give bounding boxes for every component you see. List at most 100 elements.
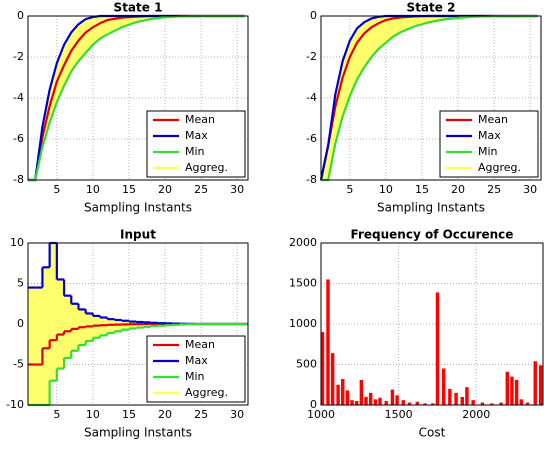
axes-frame — [320, 15, 542, 181]
x-tick-label: 10 — [86, 183, 100, 196]
x-axis-label: Sampling Instants — [84, 201, 192, 215]
bar — [505, 371, 510, 405]
y-tick-label: 1000 — [289, 317, 317, 330]
x-tick-label: 2000 — [462, 408, 490, 421]
bar — [431, 403, 435, 405]
bar — [448, 388, 452, 405]
x-tick-label: 10 — [86, 408, 100, 421]
legend-label: Aggreg. — [185, 386, 228, 399]
bar — [350, 400, 354, 405]
y-tick-label: 1500 — [289, 277, 317, 290]
bar — [407, 402, 412, 405]
y-tick-label: -2 — [13, 50, 24, 63]
x-tick-label: 5 — [53, 183, 60, 196]
bar — [480, 402, 485, 405]
x-tick-label: 20 — [158, 183, 172, 196]
y-tick-label: -6 — [13, 132, 24, 145]
x-tick-label: 15 — [122, 408, 136, 421]
x-tick-label: 5 — [53, 408, 60, 421]
series-line — [28, 14, 245, 182]
bar — [341, 379, 345, 405]
bar — [378, 397, 382, 405]
x-tick-label: 10 — [379, 183, 393, 196]
bar — [538, 365, 543, 405]
y-tick-label: -8 — [13, 173, 24, 186]
legend-label: Min — [185, 145, 205, 158]
bar — [390, 389, 395, 405]
bar — [364, 396, 368, 405]
x-axis-label: Sampling Instants — [377, 201, 485, 215]
bar — [326, 279, 330, 405]
bar — [384, 400, 388, 405]
x-tick-label: 25 — [487, 183, 501, 196]
bar — [441, 368, 446, 405]
y-tick-label: 0 — [17, 317, 24, 330]
legend-label: Aggreg. — [185, 161, 228, 174]
bar — [423, 403, 427, 405]
bar — [373, 399, 378, 405]
x-axis-label: Cost — [419, 426, 446, 440]
bar — [471, 400, 475, 405]
bar — [415, 401, 419, 405]
x-tick-label: 25 — [194, 408, 208, 421]
axes-frame — [320, 242, 544, 406]
legend-label: Mean — [185, 338, 215, 351]
legend-label: Max — [478, 129, 501, 142]
legend-label: Aggreg. — [478, 161, 521, 174]
x-tick-label: 15 — [122, 183, 136, 196]
bar — [395, 395, 399, 405]
x-tick-label: 25 — [194, 183, 208, 196]
y-tick-label: -2 — [306, 50, 317, 63]
bar — [354, 400, 359, 405]
y-tick-label: 500 — [296, 358, 317, 371]
legend-box — [146, 335, 246, 403]
chart-title: Input — [120, 228, 156, 242]
x-tick-label: 30 — [230, 183, 244, 196]
chart-title: Frequency of Occurence — [351, 228, 514, 242]
x-tick-label: 1000 — [307, 408, 335, 421]
bar — [368, 392, 373, 405]
chart-title: State 2 — [407, 1, 456, 15]
bar — [460, 396, 464, 405]
bar — [435, 292, 440, 405]
legend-label: Max — [185, 354, 208, 367]
y-tick-label: -6 — [306, 132, 317, 145]
axes-frame — [27, 242, 249, 406]
axes-frame — [27, 15, 249, 181]
y-tick-label: -8 — [306, 173, 317, 186]
y-tick-label: 10 — [10, 236, 24, 249]
bar — [465, 387, 469, 405]
x-tick-label: 20 — [158, 408, 172, 421]
bar — [336, 384, 340, 405]
y-tick-label: -4 — [13, 91, 24, 104]
bar — [401, 400, 405, 405]
bar — [454, 392, 458, 405]
bar — [499, 402, 503, 405]
legend-label: Min — [478, 145, 498, 158]
bar — [359, 379, 364, 405]
legend-label: Min — [185, 370, 205, 383]
legend-label: Mean — [185, 113, 215, 126]
series-line — [321, 14, 538, 182]
chart-title: State 1 — [114, 1, 163, 15]
y-tick-label: 0 — [310, 9, 317, 22]
legend-label: Mean — [478, 113, 508, 126]
bar — [330, 353, 335, 405]
legend-box — [439, 110, 539, 178]
x-tick-label: 1500 — [385, 408, 413, 421]
bar — [345, 390, 350, 405]
y-tick-label: -4 — [306, 91, 317, 104]
bar — [519, 399, 523, 405]
y-tick-label: 0 — [17, 9, 24, 22]
x-tick-label: 5 — [346, 183, 353, 196]
x-tick-label: 30 — [523, 183, 537, 196]
legend-label: Max — [185, 129, 208, 142]
bar — [514, 379, 519, 405]
bar — [533, 361, 537, 405]
x-tick-label: 30 — [230, 408, 244, 421]
x-tick-label: 15 — [415, 183, 429, 196]
bar — [321, 332, 325, 405]
y-tick-label: 5 — [17, 277, 24, 290]
bar — [490, 403, 494, 405]
